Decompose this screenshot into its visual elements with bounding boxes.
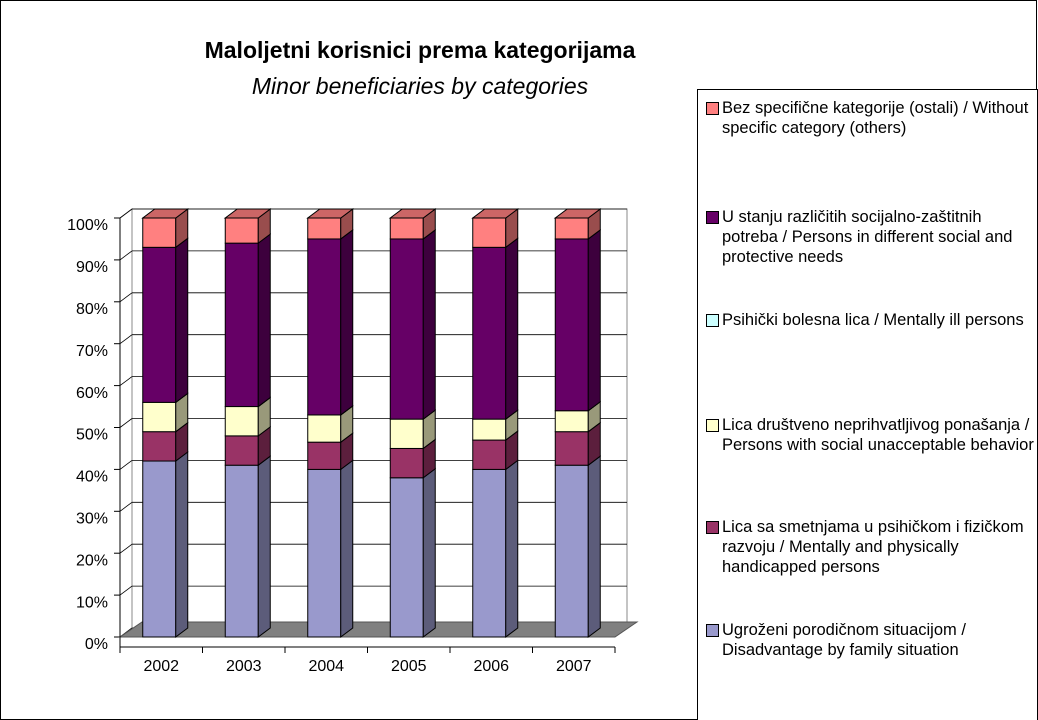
bar-segment (142, 401, 177, 433)
bar-segment-side (175, 237, 189, 404)
bar-segment (472, 217, 507, 248)
bar-segment (472, 246, 507, 420)
bar-top (223, 208, 272, 219)
bar-segment (389, 447, 424, 479)
x-tick-label: 2006 (473, 658, 509, 675)
y-tick-label: 70% (76, 343, 108, 360)
bar-segment-side (175, 451, 189, 638)
bar-segment (554, 238, 589, 412)
grid-line-side (119, 292, 133, 303)
legend-frame (697, 89, 1038, 720)
bar-top (471, 208, 520, 219)
y-tick-label: 80% (76, 301, 108, 318)
bar-top (306, 208, 355, 219)
grid-line-side (119, 250, 133, 261)
bar-segment (307, 238, 342, 416)
y-tick-label: 10% (76, 594, 108, 611)
y-tick-label: 40% (76, 469, 108, 486)
bar-segment (389, 238, 424, 420)
bar-segment (142, 460, 177, 638)
y-tick-label: 50% (76, 427, 108, 444)
bar-segment (224, 464, 259, 638)
legend-swatch (706, 624, 719, 637)
bar-segment (224, 242, 259, 408)
chart-title: Maloljetni korisnici prema kategorijama (205, 37, 636, 63)
bar-segment-side (422, 228, 436, 421)
bar-top (553, 208, 602, 219)
legend-label: U stanju različitih socijalno-zaštitnih … (722, 208, 1013, 266)
bar-segment (307, 414, 342, 443)
bar-segment (554, 431, 589, 466)
bar-segment (389, 217, 424, 240)
grid-line-side (119, 208, 133, 219)
bar-segment-side (422, 467, 436, 638)
bar-segment (472, 418, 507, 441)
y-tick-label: 90% (76, 259, 108, 276)
bar-segment (554, 217, 589, 240)
bar-segment (554, 464, 589, 638)
legend-label: Bez specifične kategorije (ostali) / Wit… (722, 99, 1029, 137)
grid-line-side (119, 376, 133, 386)
bar-segment (389, 418, 424, 449)
bar-segment-side (340, 459, 354, 638)
x-tick-label: 2003 (226, 658, 262, 675)
bar-segment (307, 468, 342, 638)
legend-label: Ugroženi porodičnom situacijom / Disadva… (722, 621, 966, 659)
bar-segment (554, 410, 589, 433)
legend-swatch (706, 211, 719, 224)
bar-segment (224, 406, 259, 437)
bar-segment (142, 431, 177, 462)
x-tick-label: 2007 (556, 658, 592, 675)
x-tick-label: 2002 (143, 658, 179, 675)
chart-subtitle: Minor beneficiaries by categories (252, 73, 589, 99)
y-tick-label: 0% (85, 636, 108, 653)
bar-segment (472, 468, 507, 638)
bar-segment (307, 441, 342, 470)
bar-segment (142, 246, 177, 403)
y-tick-label: 20% (76, 552, 108, 569)
y-tick-label: 60% (76, 385, 108, 402)
bar-segment-side (505, 237, 519, 421)
bar-segment (142, 217, 177, 248)
bar-segment (472, 439, 507, 470)
x-tick-label: 2005 (391, 658, 427, 675)
legend-swatch (706, 102, 719, 115)
bar-segment-side (340, 228, 354, 416)
legend-swatch (706, 419, 719, 432)
bar-segment-side (257, 233, 271, 408)
grid-line-side (119, 585, 133, 596)
y-tick-label: 100% (67, 217, 108, 234)
grid-line-side (119, 543, 133, 554)
legend-label: Lica sa smetnjama u psihičkom i fizičkom… (722, 518, 1024, 576)
bar-segment-side (257, 455, 271, 638)
y-tick-label: 30% (76, 511, 108, 528)
bar-top (141, 208, 190, 219)
bar-segment (307, 217, 342, 240)
bar-segment (389, 477, 424, 638)
grid-line-side (119, 334, 133, 345)
bar-segment (224, 217, 259, 244)
grid-line-side (119, 460, 133, 470)
legend-swatch (706, 314, 719, 327)
x-tick-label: 2004 (308, 658, 344, 675)
grid-line-side (119, 501, 133, 512)
legend-label: Psihički bolesna lica / Mentally ill per… (722, 311, 1024, 329)
bar-segment-side (587, 455, 601, 638)
bar-top (388, 208, 437, 219)
bar-segment-side (587, 228, 601, 412)
legend-label: Lica društveno neprihvatljivog ponašanja… (722, 416, 1034, 454)
bar-segment-side (505, 459, 519, 638)
legend-swatch (706, 521, 719, 534)
bar-segment (224, 435, 259, 466)
grid-line-side (119, 418, 133, 428)
